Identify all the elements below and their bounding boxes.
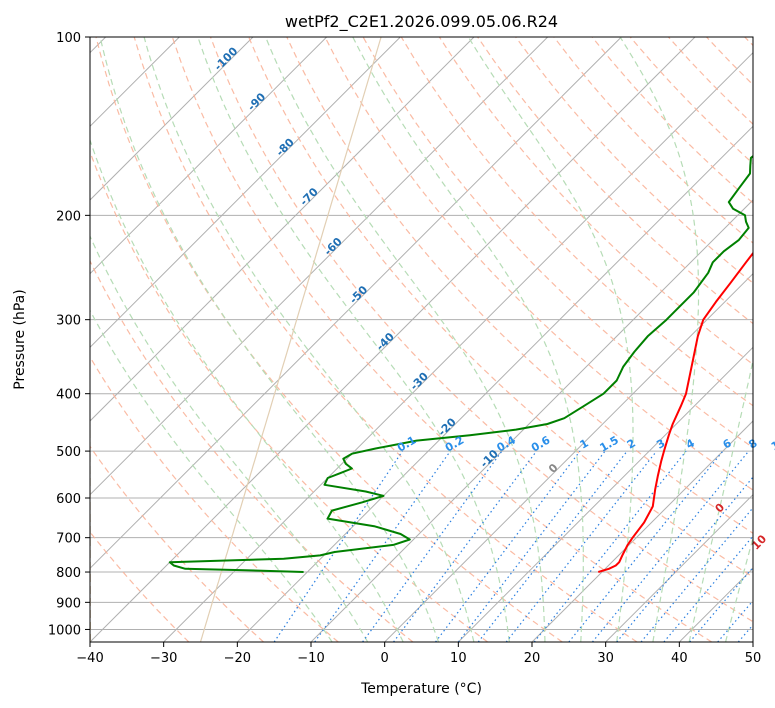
mixing-ratio-line xyxy=(505,450,658,642)
dry-adiabat-line xyxy=(515,37,753,284)
dry-adiabat-line xyxy=(90,259,414,642)
isotherm-line xyxy=(90,37,622,570)
reference-lines xyxy=(90,37,753,642)
dry-adiabat-line xyxy=(95,37,563,642)
dry-adiabat-line xyxy=(90,355,339,642)
y-tick-label: 900 xyxy=(56,596,81,611)
isotherm-line xyxy=(163,51,753,642)
mixing-ratio-line xyxy=(568,450,724,642)
isotherm-line xyxy=(90,37,549,496)
moist-adiabat-line xyxy=(99,37,440,642)
dewpoint-profile-line xyxy=(168,154,753,573)
moist-adiabat-line xyxy=(467,37,634,642)
y-tick-label: 600 xyxy=(56,492,81,507)
isotherm-line xyxy=(90,37,401,349)
isotherm-line xyxy=(605,493,753,642)
mixing-ratio-line xyxy=(616,476,753,642)
x-tick-label: 50 xyxy=(745,651,762,666)
mixing-ratio-line xyxy=(362,450,503,642)
isotherm-line xyxy=(90,37,328,275)
dry-adiabat-line xyxy=(248,37,753,578)
moist-adiabat-line xyxy=(265,37,546,642)
temperature-profile-line xyxy=(598,251,753,573)
mixing-ratio-line xyxy=(591,450,750,642)
mixing-ratio-line xyxy=(717,599,753,642)
dry-adiabat-line xyxy=(286,37,753,534)
x-tick-label: −30 xyxy=(150,651,177,666)
isotherm-line xyxy=(90,37,254,201)
moist-adiabat-line xyxy=(197,37,510,642)
y-axis-label: Pressure (hPa) xyxy=(12,289,28,389)
moist-adiabat-line xyxy=(90,138,404,642)
isotherm-line xyxy=(457,346,753,642)
y-tick-label: 700 xyxy=(56,532,81,547)
x-tick-label: 0 xyxy=(381,651,389,666)
x-tick-label: 20 xyxy=(524,651,541,666)
isotherm-line xyxy=(90,37,475,422)
mixing-ratio-line xyxy=(393,450,538,642)
isotherm-line xyxy=(90,37,696,642)
isotherm-line xyxy=(236,125,753,642)
mixing-ratio-line xyxy=(663,535,753,642)
mixing-ratio-line xyxy=(689,566,753,642)
mixing-ratio-line xyxy=(640,506,753,642)
isotherm-line xyxy=(531,420,753,642)
mixing-ratio-label: 10 xyxy=(769,434,775,453)
y-tick-label: 1000 xyxy=(48,623,81,638)
dry-adiabat-line xyxy=(90,445,264,642)
profile-lines xyxy=(168,154,753,573)
x-tick-label: 40 xyxy=(671,651,688,666)
x-tick-label: −20 xyxy=(224,651,251,666)
dry-adiabat-line xyxy=(209,37,753,623)
x-axis-label: Temperature (°C) xyxy=(360,681,482,697)
isotherm-line xyxy=(384,272,753,642)
y-tick-label: 200 xyxy=(56,209,81,224)
moist-adiabat-line xyxy=(143,37,475,642)
moist-adiabat-line xyxy=(352,37,584,642)
reference-arc-line xyxy=(199,37,382,642)
mixing-ratio-line xyxy=(533,450,687,642)
moist-adiabat-line xyxy=(619,37,700,642)
dry-adiabat-line xyxy=(133,37,638,642)
y-tick-label: 500 xyxy=(56,445,81,460)
x-tick-label: −40 xyxy=(76,651,103,666)
y-tick-label: 300 xyxy=(56,314,81,329)
dry-adiabat-line xyxy=(171,37,713,642)
y-tick-label: 800 xyxy=(56,566,81,581)
axes: −40 −30 −20 −10 0 10 20 30 40 50 100 200 300 400 500 60… xyxy=(48,31,761,666)
moist-adiabat-line xyxy=(725,536,753,642)
x-tick-label: 10 xyxy=(450,651,467,666)
chart-title: wetPf2_C2E1.2026.099.05.06.R24 xyxy=(285,12,558,32)
y-tick-label: 100 xyxy=(56,31,81,46)
dry-adiabat-line xyxy=(324,37,753,491)
y-tick-label: 400 xyxy=(56,388,81,403)
plot-frame xyxy=(89,36,754,643)
x-tick-label: 30 xyxy=(597,651,614,666)
moist-adiabat-line xyxy=(90,234,369,642)
x-tick-label: −10 xyxy=(297,651,324,666)
